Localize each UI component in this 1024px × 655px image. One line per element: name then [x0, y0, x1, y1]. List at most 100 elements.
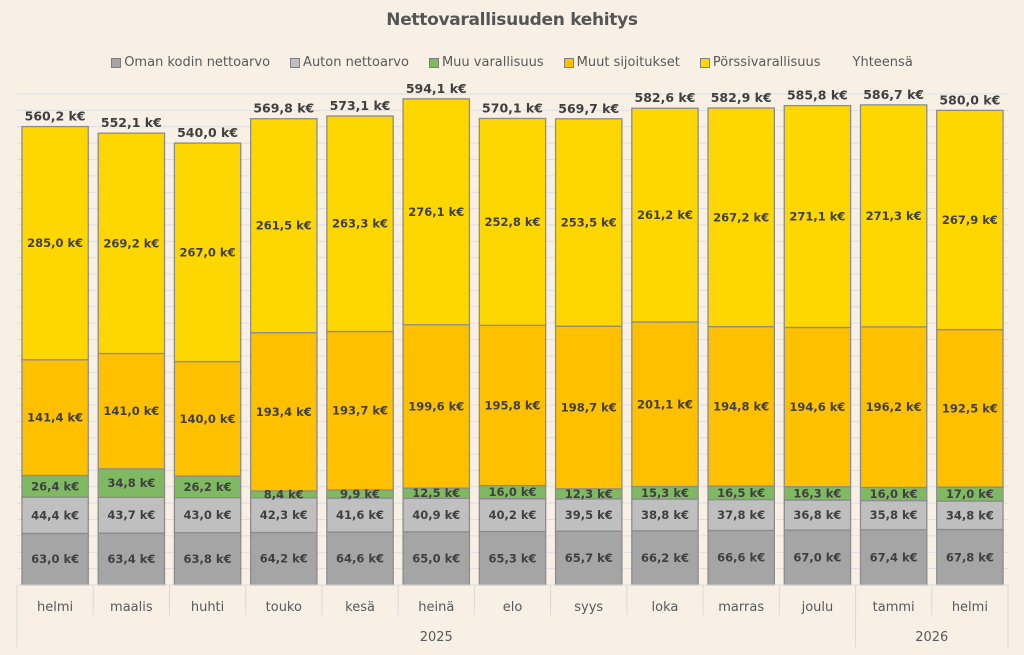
- data-label: 198,7 k€: [561, 401, 617, 415]
- data-label: 64,2 k€: [260, 552, 308, 566]
- data-label: 271,3 k€: [866, 209, 922, 223]
- legend-label: Auton nettoarvo: [303, 55, 409, 70]
- total-label: 586,7 k€: [863, 87, 924, 102]
- legend-label: Oman kodin nettoarvo: [124, 55, 271, 70]
- bars: [21, 98, 1004, 586]
- data-label: 35,8 k€: [870, 508, 918, 522]
- data-label: 261,5 k€: [256, 219, 312, 233]
- legend-swatch: [290, 57, 301, 68]
- category-label: heinä: [418, 600, 454, 615]
- data-label: 42,3 k€: [260, 508, 308, 522]
- data-label: 17,0 k€: [946, 487, 994, 501]
- data-label: 36,8 k€: [793, 508, 841, 522]
- bar-segment: [97, 496, 166, 534]
- category-label: elo: [503, 600, 523, 615]
- bar-segment: [707, 529, 776, 586]
- data-label: 67,4 k€: [870, 550, 918, 564]
- total-label: 540,0 k€: [177, 125, 238, 140]
- total-label: 594,1 k€: [406, 81, 467, 96]
- data-label: 26,4 k€: [31, 479, 79, 493]
- bar-segment: [631, 107, 699, 323]
- data-label: 141,4 k€: [27, 411, 83, 425]
- legend-item[interactable]: Auton nettoarvo: [290, 55, 409, 70]
- bar-segment: [173, 532, 242, 586]
- category-label: joulu: [801, 600, 834, 615]
- bar-segment: [249, 497, 318, 534]
- bar-segment: [631, 530, 699, 586]
- bar-segment: [936, 528, 1004, 586]
- category-label: syys: [574, 600, 603, 615]
- data-label: 63,0 k€: [31, 552, 79, 566]
- total-label: 560,2 k€: [25, 109, 86, 124]
- legend-swatch: [563, 57, 574, 68]
- bar-segment: [326, 531, 394, 586]
- legend: Oman kodin nettoarvo Auton nettoarvo Muu v…: [0, 55, 1024, 70]
- bar-segment: [707, 498, 776, 532]
- bar-segment: [707, 107, 776, 328]
- data-label: 12,5 k€: [412, 486, 460, 500]
- legend-item[interactable]: Pörssivarallisuus: [699, 55, 821, 70]
- data-label: 66,6 k€: [717, 551, 765, 565]
- legend-swatch: [699, 57, 710, 68]
- bar-segment: [21, 359, 89, 477]
- category-label: loka: [652, 600, 679, 615]
- data-label: 63,4 k€: [107, 552, 155, 566]
- bar-segment: [173, 360, 242, 477]
- data-label: 16,3 k€: [793, 486, 841, 500]
- legend-item[interactable]: Muu varallisuus: [428, 55, 544, 70]
- total-label: 580,0 k€: [939, 92, 1000, 107]
- bar-segment: [97, 132, 166, 355]
- data-label: 194,6 k€: [789, 400, 845, 414]
- data-label: 267,0 k€: [180, 245, 236, 259]
- data-label: 12,3 k€: [565, 487, 613, 501]
- category-label: kesä: [345, 600, 375, 615]
- bar-segment: [21, 496, 89, 535]
- bar-segment: [326, 330, 394, 491]
- bar-segment: [173, 496, 242, 534]
- bar-segment: [859, 104, 928, 328]
- data-label: 39,5 k€: [565, 508, 613, 522]
- data-label: 261,2 k€: [637, 208, 693, 222]
- data-labels: 63,0 k€ 44,4 k€ 26,4 k€ 141,4 k€ 285,0 k€ 560…: [25, 81, 1001, 566]
- total-label: 573,1 k€: [330, 98, 391, 113]
- category-label: tammi: [873, 600, 915, 615]
- bar-segment: [326, 115, 394, 333]
- data-label: 267,9 k€: [942, 213, 998, 227]
- data-label: 65,0 k€: [412, 551, 460, 565]
- data-label: 8,4 k€: [264, 487, 304, 501]
- data-label: 34,8 k€: [946, 508, 994, 522]
- category-axis: helmi maalis huhti touko kesä heinä elo syys lok…: [16, 584, 1009, 647]
- data-label: 276,1 k€: [408, 205, 464, 219]
- bar-segment: [97, 468, 166, 499]
- total-label: 582,6 k€: [635, 90, 696, 105]
- legend-item[interactable]: Muut sijoitukset: [563, 55, 680, 70]
- data-label: 37,8 k€: [717, 508, 765, 522]
- total-label: 570,1 k€: [482, 100, 543, 115]
- data-label: 263,3 k€: [332, 217, 388, 231]
- bar-segment: [554, 498, 623, 532]
- bar-segment: [859, 499, 928, 531]
- category-label: helmi: [37, 600, 73, 615]
- bar-segment: [478, 530, 547, 586]
- data-label: 43,7 k€: [107, 508, 155, 522]
- legend-label: Yhteensä: [852, 55, 913, 70]
- bar-segment: [21, 125, 89, 361]
- legend-swatch: [428, 57, 439, 68]
- data-label: 65,7 k€: [565, 551, 613, 565]
- chart-title: Nettovarallisuuden kehitys: [386, 10, 638, 30]
- total-label: 582,9 k€: [711, 90, 772, 105]
- bar-segment: [173, 142, 242, 363]
- total-label: 585,8 k€: [787, 88, 848, 103]
- bar-segment: [249, 332, 318, 492]
- data-label: 65,3 k€: [488, 551, 536, 565]
- data-label: 140,0 k€: [180, 412, 236, 426]
- bar-segment: [554, 530, 623, 586]
- data-label: 67,0 k€: [793, 551, 841, 565]
- group-label: 2026: [915, 630, 948, 645]
- legend-item[interactable]: Yhteensä: [853, 55, 913, 70]
- bar-segment: [783, 104, 852, 329]
- legend-item[interactable]: Oman kodin nettoarvo: [111, 55, 270, 70]
- total-label: 552,1 k€: [101, 115, 162, 130]
- data-label: 15,3 k€: [641, 486, 689, 500]
- data-label: 40,2 k€: [488, 508, 536, 522]
